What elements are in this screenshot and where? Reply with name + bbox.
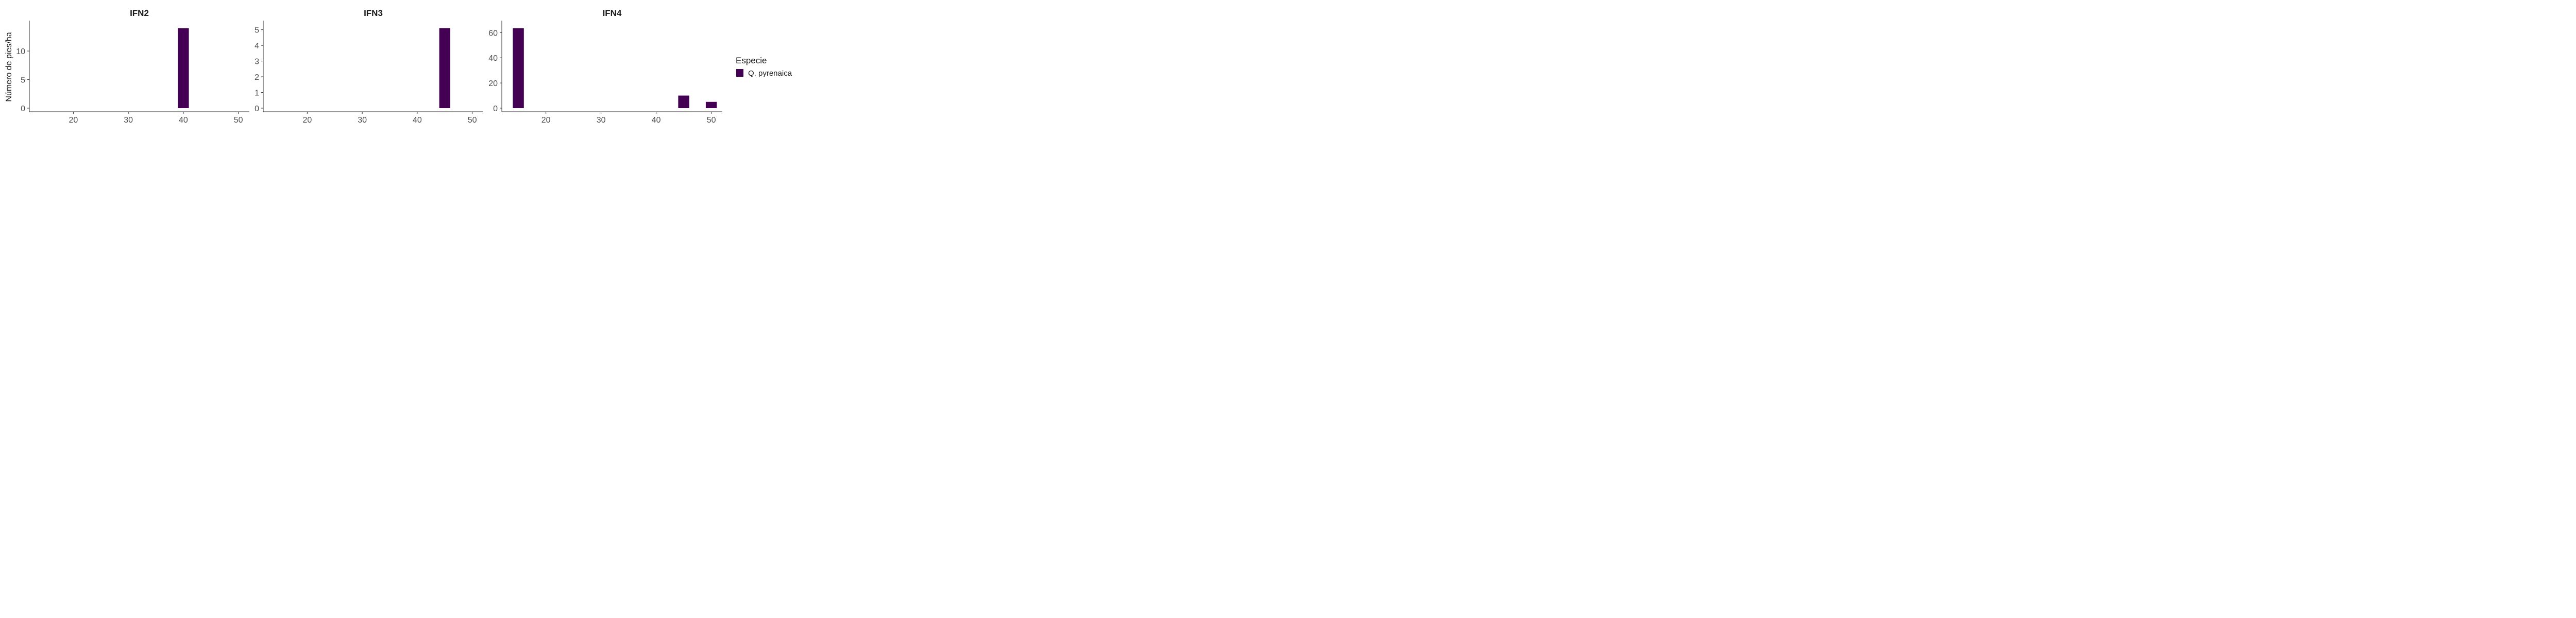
x-tick-label: 50: [468, 116, 477, 125]
bar: [678, 95, 689, 108]
legend-label: Q. pyrenaica: [748, 69, 792, 78]
y-tick-label: 40: [488, 54, 498, 63]
x-tick-label: 40: [413, 116, 422, 125]
panel-ifn2: IFN2 0 5 10 20 30 40 50: [16, 8, 249, 125]
y-tick-label: 60: [488, 29, 498, 38]
y-tick-label: 5: [255, 26, 259, 35]
bar: [513, 28, 524, 108]
x-tick-label: 50: [707, 116, 716, 125]
y-axis-title: Número de pies/ha: [5, 32, 13, 101]
panels: IFN2 0 5 10 20 30 40 50 IFN3 0 1 2 3 4 5 20 30 40 50 IFN4 0 2…: [16, 8, 722, 125]
legend: Especie Q. pyrenaica: [736, 56, 792, 78]
x-tick-label: 20: [69, 116, 78, 125]
panel-title: IFN4: [603, 8, 622, 18]
panel-ifn4: IFN4 0 20 40 60 20 30 40 50: [488, 8, 722, 125]
bar: [705, 101, 717, 108]
legend-title: Especie: [736, 56, 767, 65]
x-tick-label: 20: [541, 116, 551, 125]
y-tick-label: 2: [255, 73, 259, 82]
y-tick-label: 0: [21, 105, 25, 113]
bar: [439, 28, 450, 108]
y-tick-label: 10: [16, 47, 25, 56]
y-tick-label: 0: [255, 105, 259, 113]
x-tick-label: 30: [597, 116, 606, 125]
x-tick-label: 40: [652, 116, 661, 125]
panel-title: IFN3: [364, 8, 383, 18]
x-tick-label: 40: [179, 116, 188, 125]
y-tick-label: 0: [493, 105, 498, 113]
y-tick-label: 3: [255, 58, 259, 66]
y-tick-label: 1: [255, 89, 259, 98]
x-tick-label: 20: [303, 116, 312, 125]
x-tick-label: 50: [234, 116, 243, 125]
panel-ifn3: IFN3 0 1 2 3 4 5 20 30 40 50: [255, 8, 483, 125]
legend-swatch: [736, 69, 743, 77]
panel-title: IFN2: [130, 8, 149, 18]
y-tick-label: 20: [488, 79, 498, 88]
y-tick-label: 5: [21, 76, 25, 85]
bar: [178, 28, 189, 109]
x-tick-label: 30: [358, 116, 367, 125]
x-tick-label: 30: [124, 116, 133, 125]
y-tick-label: 4: [255, 42, 259, 50]
